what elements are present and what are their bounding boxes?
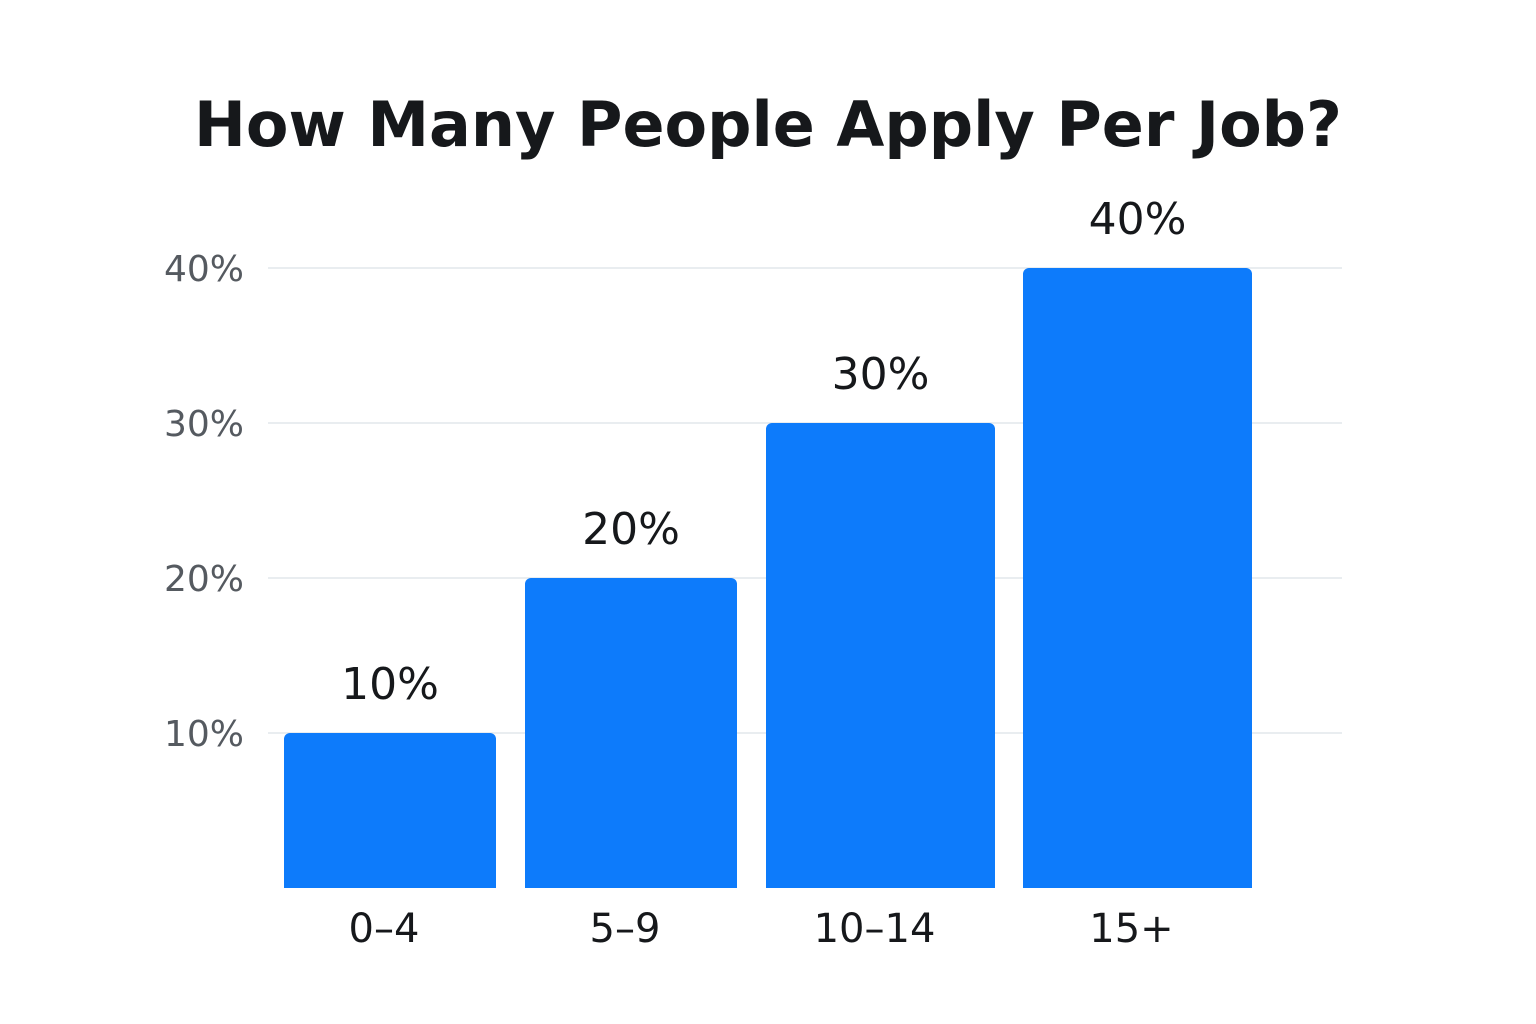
data-label-0: 10% [341,659,439,710]
category-label-2: 10–14 [814,906,936,952]
bar-2 [766,423,995,888]
y-tick-label: 30% [164,404,244,445]
bars [284,268,1252,888]
data-label-3: 40% [1089,194,1187,245]
bar-3 [1023,268,1252,888]
category-label-3: 15+ [1089,906,1173,952]
data-labels: 10% 20% 30% 40% [328,194,1200,711]
x-axis-categories: 0–4 5–9 10–14 15+ [349,906,1174,952]
data-label-2: 30% [832,349,930,400]
bar-base-3 [1023,880,1252,888]
bar-0 [284,733,496,888]
bar-base-0 [284,880,496,888]
y-tick-label: 10% [164,714,244,755]
y-tick-label: 20% [164,559,244,600]
category-label-1: 5–9 [590,906,661,952]
data-label-1: 20% [582,504,680,555]
bar-base-2 [766,880,995,888]
y-tick-label: 40% [164,249,244,290]
data-label-backdrop [328,659,452,711]
bar-base-1 [525,880,737,888]
data-label-backdrop [569,504,693,556]
category-label-0: 0–4 [349,906,420,952]
y-axis-ticks: 10% 20% 30% 40% [164,249,244,755]
bar-1 [525,578,737,888]
data-label-backdrop [818,349,943,401]
chart-title: How Many People Apply Per Job? [193,88,1343,161]
data-label-backdrop [1075,194,1200,246]
